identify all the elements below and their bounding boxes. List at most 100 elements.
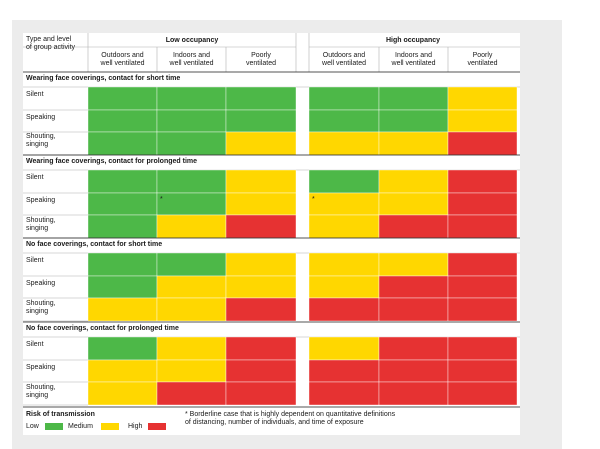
heatmap-cell — [308, 275, 380, 299]
column-header-poor-low: Poorly ventilated — [246, 52, 276, 67]
legend-title: Risk of transmission — [26, 411, 95, 418]
heatmap-cell — [87, 109, 158, 133]
heatmap-cell — [87, 359, 158, 383]
borderline-marker: * — [312, 196, 315, 203]
legend-swatch-medium — [101, 423, 119, 430]
heatmap-cell — [156, 297, 227, 322]
heatmap-cell — [378, 131, 449, 156]
heatmap-cell — [308, 86, 380, 111]
row-label-speaking: Speaking — [26, 280, 56, 287]
heatmap-cell — [308, 297, 380, 322]
heatmap-cell — [225, 336, 297, 361]
heatmap-cell — [308, 169, 380, 194]
heatmap-cell — [156, 131, 227, 156]
heatmap-cell — [87, 169, 158, 194]
heatmap-cell — [156, 86, 227, 111]
legend-label-low: Low — [26, 423, 39, 430]
heatmap-cell — [87, 131, 158, 156]
heatmap-cell — [378, 275, 449, 299]
row-label-silent: Silent — [26, 257, 44, 264]
column-header-indoors-low: Indoors and well ventilated — [169, 52, 214, 67]
heatmap-cell — [156, 359, 227, 383]
heatmap-cell — [447, 381, 518, 406]
heatmap-cell — [447, 192, 518, 216]
section-title-masks-prolonged: Wearing face coverings, contact for prol… — [26, 158, 198, 165]
heatmap-cell — [225, 192, 297, 216]
heatmap-cell — [447, 275, 518, 299]
heatmap-cell — [378, 109, 449, 133]
row-label-speaking: Speaking — [26, 114, 56, 121]
heatmap-cell — [308, 359, 380, 383]
heatmap-cell — [308, 252, 380, 277]
heatmap-cell — [225, 109, 297, 133]
heatmap-cell — [447, 109, 518, 133]
heatmap-cell — [156, 252, 227, 277]
heatmap-cell — [156, 275, 227, 299]
column-header-outdoors-low: Outdoors and well ventilated — [100, 52, 145, 67]
heatmap-cell — [87, 297, 158, 322]
row-label-shouting: Shouting, singing — [26, 217, 56, 232]
group-header-high: High occupancy — [385, 37, 441, 44]
heatmap-cell — [87, 214, 158, 239]
heatmap-cell — [225, 86, 297, 111]
heatmap-cell — [87, 192, 158, 216]
section-title-masks-short: Wearing face coverings, contact for shor… — [26, 75, 181, 82]
heatmap-cell — [225, 252, 297, 277]
legend-swatch-high — [148, 423, 166, 430]
heatmap-cell — [378, 169, 449, 194]
heatmap-cell — [87, 336, 158, 361]
heatmap-cell — [308, 214, 380, 239]
heatmap-cell — [378, 381, 449, 406]
heatmap-cell — [308, 381, 380, 406]
row-label-shouting: Shouting, singing — [26, 384, 56, 399]
heatmap-cell — [308, 131, 380, 156]
row-label-speaking: Speaking — [26, 197, 56, 204]
heatmap-cell — [225, 214, 297, 239]
row-label-silent: Silent — [26, 341, 44, 348]
heatmap-cell — [225, 131, 297, 156]
heatmap-cell — [378, 297, 449, 322]
heatmap-cell — [87, 86, 158, 111]
heatmap-cell — [447, 336, 518, 361]
legend-swatch-low — [45, 423, 63, 430]
row-label-speaking: Speaking — [26, 364, 56, 371]
column-header-poor-high: Poorly ventilated — [467, 52, 498, 67]
heatmap-cell — [156, 169, 227, 194]
heatmap-cell — [378, 192, 449, 216]
heatmap-cell — [156, 109, 227, 133]
column-header-indoors-high: Indoors and well ventilated — [391, 52, 436, 67]
heatmap-cell — [308, 192, 380, 216]
heatmap-cell — [156, 336, 227, 361]
heatmap-cell — [378, 252, 449, 277]
heatmap-cell — [308, 336, 380, 361]
heatmap-cell — [87, 275, 158, 299]
heatmap-cell — [378, 214, 449, 239]
heatmap-cell — [87, 381, 158, 406]
heatmap-cell — [156, 214, 227, 239]
row-label-shouting: Shouting, singing — [26, 133, 56, 148]
legend-label-medium: Medium — [68, 423, 93, 430]
heatmap-cell — [447, 131, 518, 156]
heatmap-cell — [225, 169, 297, 194]
heatmap-cell — [447, 359, 518, 383]
heatmap-cell — [225, 359, 297, 383]
heatmap-cell — [156, 192, 227, 216]
legend-label-high: High — [128, 423, 143, 430]
heatmap-cell — [378, 86, 449, 111]
corner-label: Type and level of group activity — [26, 36, 76, 51]
heatmap-cell — [87, 252, 158, 277]
borderline-marker: * — [160, 196, 163, 203]
heatmap-cell — [447, 252, 518, 277]
row-label-silent: Silent — [26, 174, 44, 181]
row-label-shouting: Shouting, singing — [26, 300, 56, 315]
heatmap-cell — [156, 381, 227, 406]
heatmap-cell — [308, 109, 380, 133]
section-title-no-masks-prolonged: No face coverings, contact for prolonged… — [26, 325, 179, 332]
row-label-silent: Silent — [26, 91, 44, 98]
column-header-outdoors-high: Outdoors and well ventilated — [322, 52, 366, 67]
heatmap-cell — [447, 169, 518, 194]
section-title-no-masks-short: No face coverings, contact for short tim… — [26, 241, 163, 248]
heatmap-cell — [225, 297, 297, 322]
heatmap-cell — [447, 86, 518, 111]
